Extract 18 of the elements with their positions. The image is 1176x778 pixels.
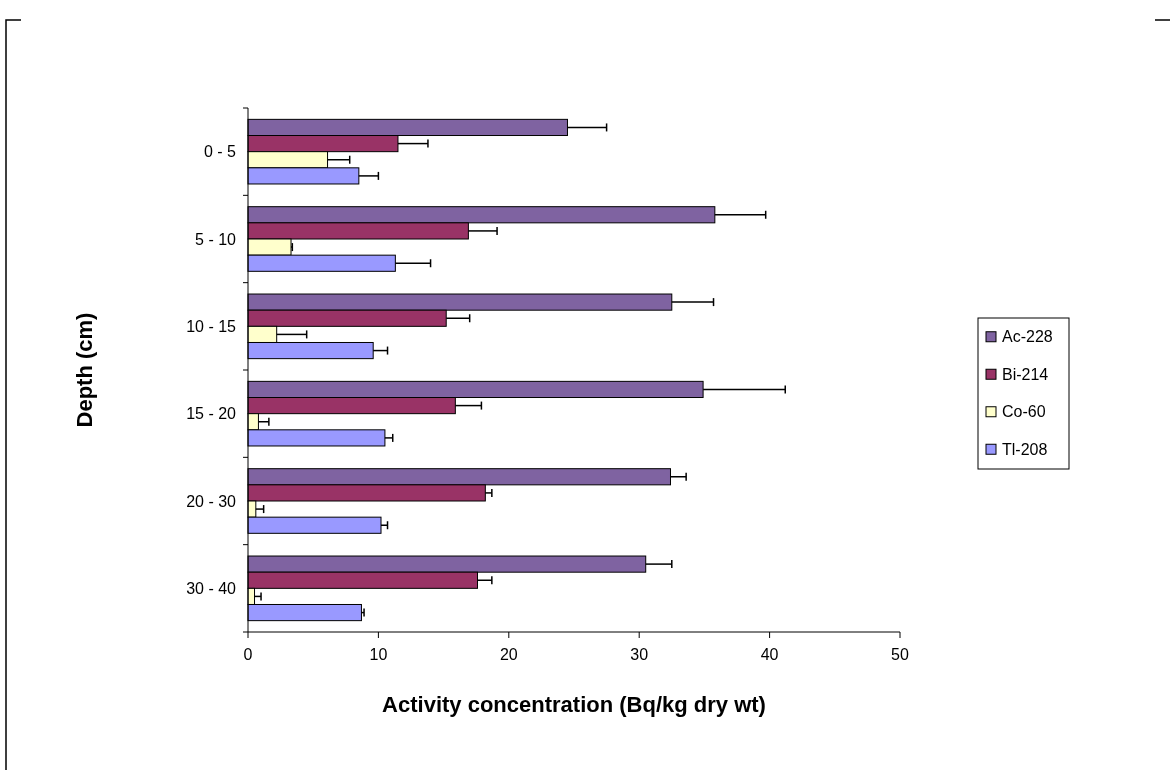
y-tick-label: 10 - 15 (186, 317, 237, 335)
y-tick-label: 0 - 5 (203, 143, 237, 161)
x-tick-label: 50 (891, 646, 909, 663)
x-tick-label: 0 (243, 646, 253, 663)
legend-label: Bi-214 (1002, 365, 1049, 383)
x-tick-label: 40 (760, 646, 779, 663)
x-tick-label: 30 (630, 646, 649, 663)
legend-label: Tl-208 (1002, 440, 1048, 458)
y-tick-label: 15 - 20 (186, 405, 237, 423)
legend-label: Co-60 (1002, 403, 1046, 421)
x-tick-label: 20 (499, 646, 518, 663)
y-tick-label: 30 - 40 (186, 579, 237, 597)
y-axis-title: Depth (cm) (72, 312, 97, 428)
y-tick-label: 20 - 30 (186, 492, 237, 510)
x-axis-title: Activity concentration (Bq/kg dry wt) (382, 692, 766, 717)
legend-label: Ac-228 (1002, 328, 1053, 346)
x-tick-label: 10 (369, 646, 388, 663)
y-tick-label: 5 - 10 (195, 230, 237, 248)
